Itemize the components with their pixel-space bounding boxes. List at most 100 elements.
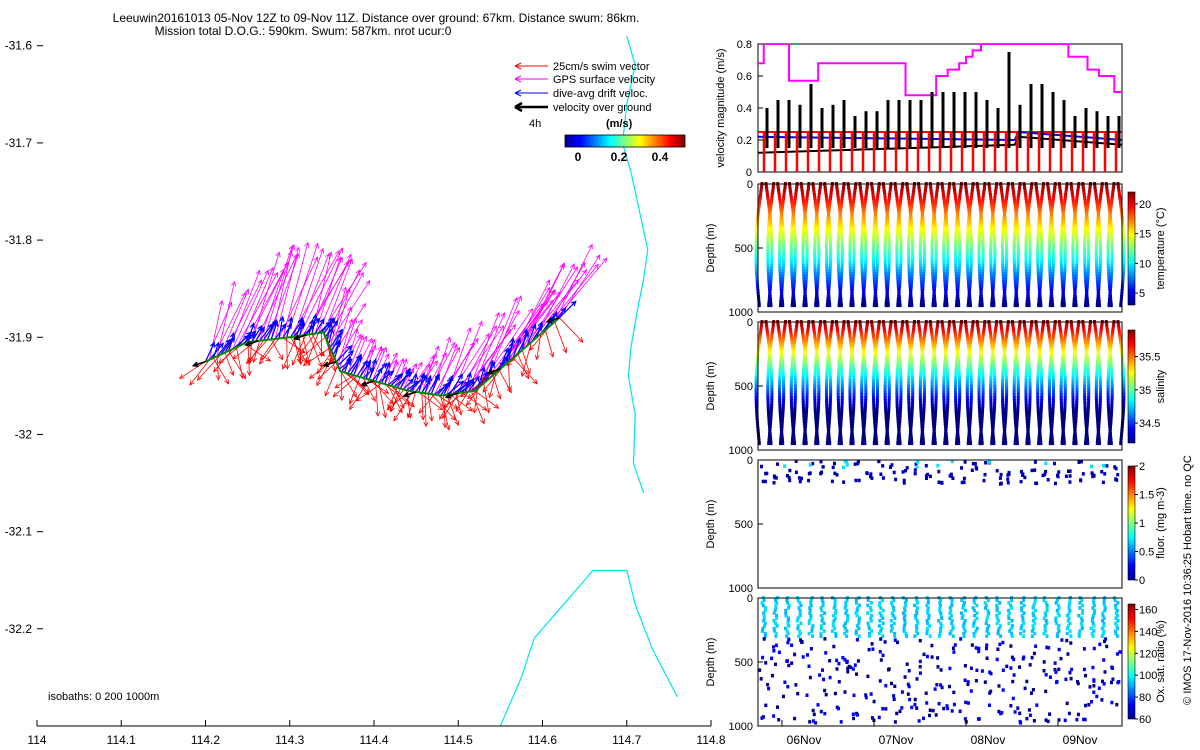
depth-point: [921, 291, 924, 296]
depth-point: [835, 184, 839, 189]
depth-point: [872, 266, 876, 271]
depth-point: [899, 235, 903, 240]
depth-point: [769, 269, 773, 274]
depth-point: [1006, 187, 1010, 192]
depth-point: [1013, 274, 1017, 279]
swim-arrow-shaft: [270, 339, 283, 360]
depth-point: [907, 196, 911, 201]
depth-point: [1024, 269, 1028, 274]
depth-point: [981, 235, 985, 240]
map-y-tick-label: -31.6: [5, 39, 33, 53]
depth-point: [803, 294, 807, 299]
depth-point: [876, 244, 879, 248]
depth-point: [817, 255, 821, 260]
ground-arrow-head: [292, 334, 300, 341]
depth-point: [781, 263, 785, 268]
depth-point: [896, 204, 900, 209]
depth-point: [864, 235, 867, 240]
depth-point: [755, 277, 759, 282]
depth-point: [1071, 260, 1075, 265]
depth-point: [805, 269, 809, 274]
depth-point: [850, 289, 854, 293]
gps-arrow-head: [255, 269, 261, 276]
depth-point: [860, 269, 864, 274]
depth-point: [789, 246, 793, 251]
depth-point: [1001, 303, 1005, 308]
depth-point: [1024, 246, 1028, 251]
depth-point: [769, 201, 773, 206]
depth-point: [852, 260, 856, 265]
depth-point: [910, 266, 914, 271]
swim-arrow: [316, 354, 334, 387]
drift-arrow-head: [377, 367, 383, 374]
swim-arrow-shaft: [317, 361, 337, 380]
depth-point: [791, 280, 794, 285]
depth-point: [827, 291, 831, 296]
depth-point: [1074, 224, 1078, 229]
depth-point: [1016, 255, 1020, 260]
depth-point: [770, 266, 774, 271]
depth-point: [980, 274, 984, 279]
gps-arrow-head: [434, 345, 440, 352]
depth-point: [778, 274, 782, 279]
depth-point: [888, 187, 892, 192]
depth-point: [838, 218, 842, 223]
depth-point: [968, 280, 972, 285]
depth-point: [899, 246, 903, 251]
depth-point: [781, 201, 785, 206]
depth-point: [802, 227, 806, 232]
depth-point: [860, 238, 864, 243]
depth-point: [768, 289, 772, 293]
depth-point: [899, 255, 903, 260]
swim-arrow-head: [420, 415, 426, 421]
depth-point: [755, 232, 758, 237]
depth-point: [823, 187, 827, 192]
depth-point: [778, 244, 782, 248]
depth-point: [767, 221, 771, 226]
depth-point: [793, 441, 796, 446]
depth-point: [801, 238, 805, 243]
depth-point: [792, 297, 796, 302]
depth-point: [837, 277, 841, 282]
depth-point: [1013, 263, 1016, 268]
ground-arrow-shaft: [403, 391, 417, 397]
swim-arrow-head: [496, 393, 502, 400]
depth-point: [966, 263, 969, 268]
legend-ground-arrowhead: [514, 101, 523, 113]
depth-point: [906, 193, 910, 198]
swim-arrow-shaft: [378, 382, 386, 418]
depth-point: [944, 289, 948, 293]
drift-arrow-head: [509, 337, 515, 344]
depth-point: [895, 249, 899, 254]
depth-point: [1052, 244, 1055, 248]
swim-arrow: [178, 361, 206, 379]
depth-point: [994, 184, 998, 189]
depth-point: [932, 210, 936, 215]
swim-arrow-shaft: [421, 392, 424, 420]
depth-point: [826, 289, 830, 293]
depth-point: [781, 198, 785, 203]
depth-point: [782, 196, 786, 201]
depth-point: [956, 280, 960, 285]
drift-arrow-shaft: [374, 368, 383, 382]
depth-point: [931, 269, 935, 274]
depth-point: [981, 244, 985, 248]
depth-point: [873, 286, 877, 291]
depth-point: [825, 260, 829, 265]
gps-arrow-head: [473, 337, 479, 344]
gps-arrow-head: [314, 242, 319, 249]
depth-point: [1004, 266, 1008, 271]
depth-point: [1004, 224, 1008, 229]
drift-arrow: [467, 375, 480, 393]
gps-arrow-head: [264, 269, 269, 276]
depth-point: [1039, 232, 1043, 237]
depth-point: [1001, 269, 1005, 274]
depth-point: [860, 241, 864, 246]
speed-colorbar-tick-label: 0.4: [652, 150, 669, 164]
depth-point: [863, 221, 867, 226]
depth-point: [989, 196, 993, 201]
swim-arrow-head: [389, 405, 395, 412]
depth-point: [1025, 274, 1029, 279]
depth-point: [1075, 193, 1079, 198]
depth-point: [1036, 246, 1040, 251]
